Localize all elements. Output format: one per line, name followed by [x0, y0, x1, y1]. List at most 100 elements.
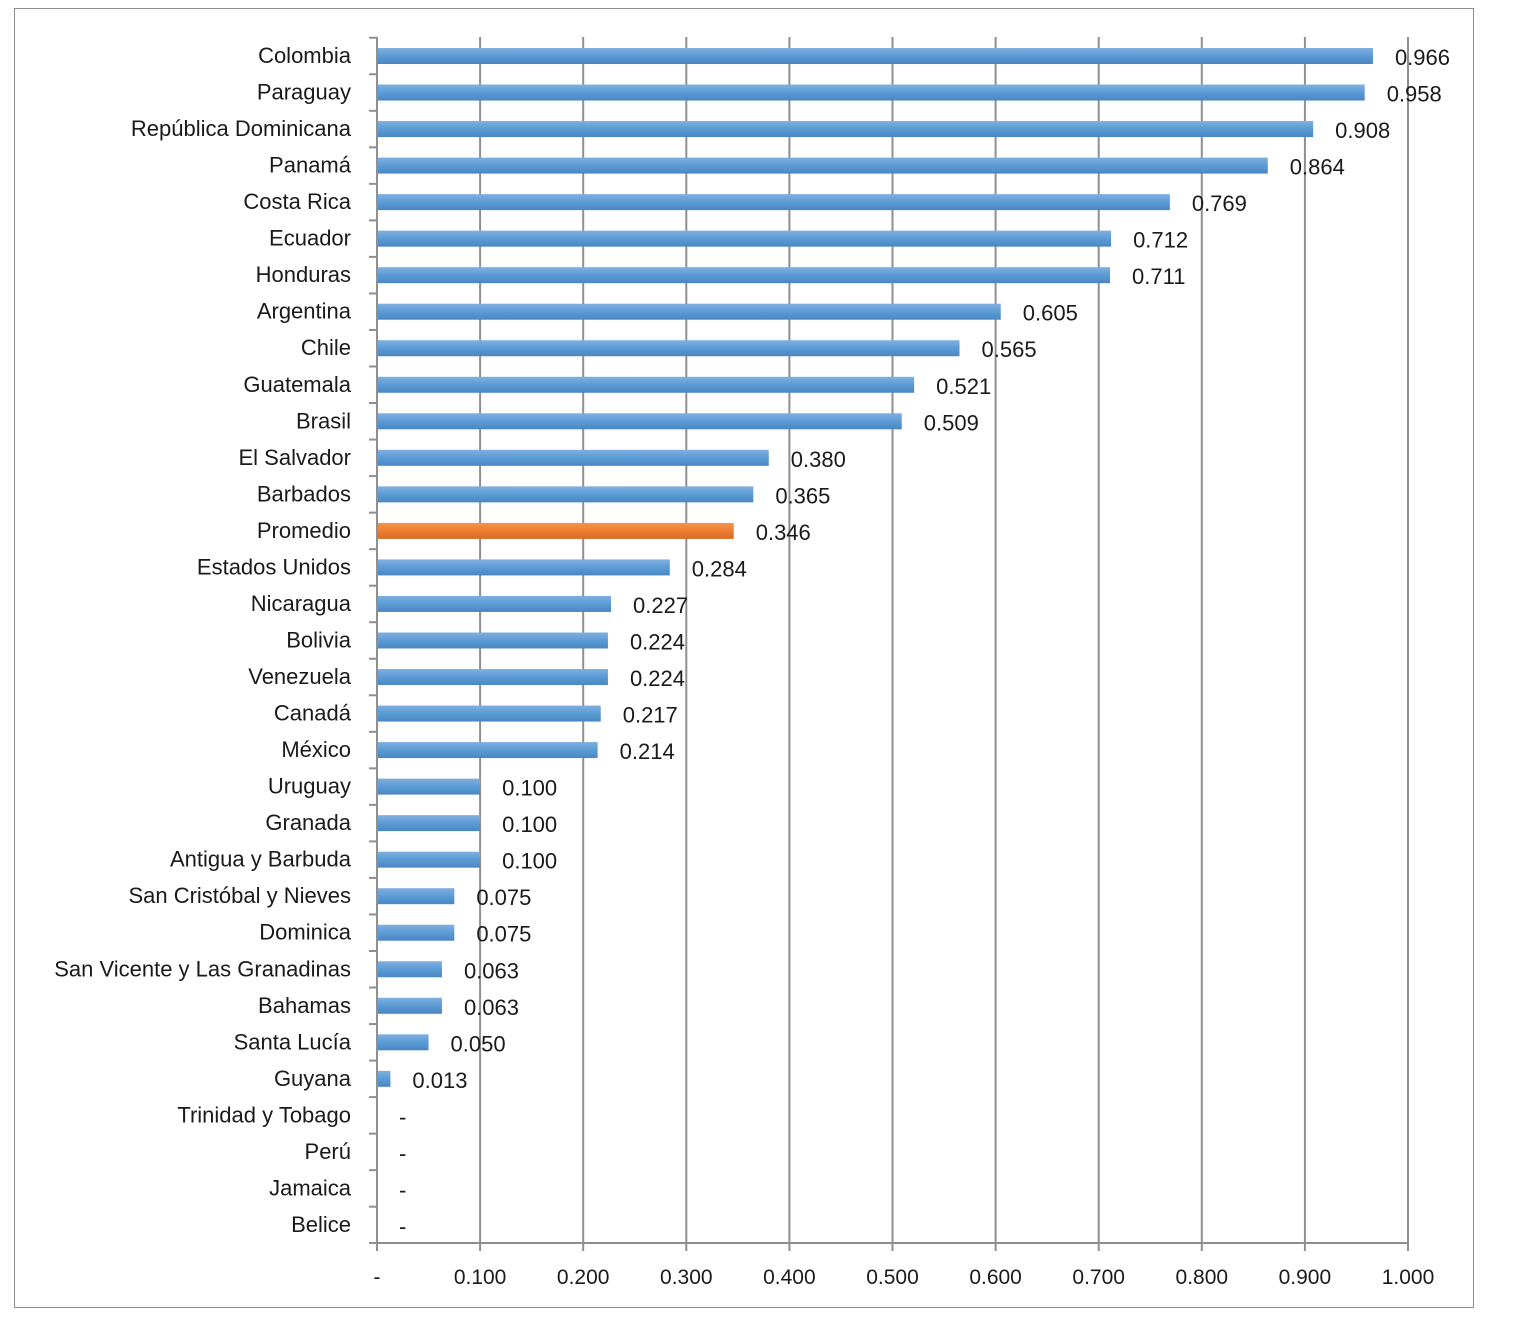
category-label: Colombia	[258, 43, 352, 68]
data-label: -	[399, 1214, 406, 1239]
data-label: 0.864	[1290, 155, 1345, 180]
data-label: 0.958	[1387, 82, 1442, 107]
category-label: Guatemala	[243, 372, 351, 397]
bar	[377, 340, 960, 357]
bar	[377, 267, 1111, 284]
labels: - 0.100 0.200 0.300 0.400 0.500 0.600 0.700 0.80…	[54, 43, 1450, 1289]
category-label: Santa Lucía	[234, 1029, 352, 1054]
category-label: Bolivia	[286, 627, 352, 652]
data-label: 0.769	[1192, 191, 1247, 216]
bars	[377, 48, 1373, 1087]
x-tick-label: 1.000	[1382, 1266, 1435, 1289]
category-label: El Salvador	[238, 445, 351, 470]
category-label: Paraguay	[257, 80, 351, 105]
bar	[377, 851, 481, 868]
category-label: México	[281, 737, 351, 762]
category-label: Estados Unidos	[197, 554, 351, 579]
category-label: Chile	[301, 335, 351, 360]
bar	[377, 413, 902, 430]
data-label: 0.224	[630, 666, 685, 691]
x-tick-label: 0.300	[660, 1266, 713, 1289]
grid-lines	[479, 37, 1409, 1243]
data-label: 0.521	[936, 374, 991, 399]
data-label: 0.075	[476, 922, 531, 947]
category-label: Guyana	[274, 1066, 352, 1091]
bar	[377, 815, 481, 832]
data-label: -	[399, 1141, 406, 1166]
category-label: Honduras	[256, 262, 351, 287]
data-label: 0.346	[756, 520, 811, 545]
bar	[377, 669, 608, 686]
data-label: 0.712	[1133, 228, 1188, 253]
x-tick-label: 0.900	[1279, 1266, 1332, 1289]
axes	[369, 36, 1409, 1251]
category-label: Venezuela	[248, 664, 352, 689]
bar	[377, 997, 442, 1014]
category-label: Dominica	[259, 920, 351, 945]
category-label: San Vicente y Las Granadinas	[54, 956, 351, 981]
data-label: 0.050	[451, 1031, 506, 1056]
bar-average	[377, 522, 734, 539]
category-label: Uruguay	[268, 774, 351, 799]
data-label: -	[399, 1104, 406, 1129]
bar	[377, 924, 455, 941]
category-label: Perú	[305, 1139, 351, 1164]
bar	[377, 1034, 429, 1051]
category-label: Barbados	[257, 481, 351, 506]
category-label: San Cristóbal y Nieves	[128, 883, 351, 908]
data-label: 0.063	[464, 958, 519, 983]
bar	[377, 595, 612, 612]
x-tick-label: 0.100	[454, 1266, 507, 1289]
bar	[377, 1070, 391, 1087]
category-label: Costa Rica	[243, 189, 351, 214]
bar	[377, 705, 601, 722]
bar	[377, 486, 754, 503]
data-label: 0.214	[620, 739, 675, 764]
category-label: Trinidad y Tobago	[177, 1102, 351, 1127]
bar	[377, 84, 1365, 101]
data-label: 0.509	[924, 410, 979, 435]
data-label: -	[399, 1177, 406, 1202]
category-label: Canadá	[274, 701, 352, 726]
bar	[377, 559, 670, 576]
bar	[377, 778, 481, 795]
x-tick-label: -	[374, 1266, 381, 1289]
category-label: Promedio	[257, 518, 351, 543]
bar	[377, 121, 1314, 138]
category-label: República Dominicana	[131, 116, 352, 141]
bar	[377, 303, 1001, 320]
bar	[377, 449, 769, 466]
x-tick-label: 0.200	[557, 1266, 610, 1289]
bar	[377, 376, 915, 393]
chart-frame: - 0.100 0.200 0.300 0.400 0.500 0.600 0.700 0.80…	[14, 8, 1474, 1308]
x-tick-label: 0.800	[1176, 1266, 1229, 1289]
category-label: Granada	[265, 810, 351, 835]
data-label: 0.227	[633, 593, 688, 618]
x-tick-label: 0.500	[866, 1266, 919, 1289]
data-label: 0.100	[502, 812, 557, 837]
data-label: 0.063	[464, 995, 519, 1020]
category-label: Bahamas	[258, 993, 351, 1018]
category-label: Ecuador	[269, 226, 351, 251]
x-tick-label: 0.700	[1072, 1266, 1125, 1289]
data-label: 0.966	[1395, 45, 1450, 70]
bar-chart: - 0.100 0.200 0.300 0.400 0.500 0.600 0.700 0.80…	[54, 36, 1450, 1289]
category-label: Brasil	[296, 408, 351, 433]
bar	[377, 230, 1112, 247]
data-label: 0.013	[412, 1068, 467, 1093]
bar	[377, 742, 598, 759]
category-label: Nicaragua	[251, 591, 352, 616]
x-tick-label: 0.400	[763, 1266, 816, 1289]
category-label: Belice	[291, 1212, 351, 1237]
bar	[377, 632, 608, 649]
data-label: 0.224	[630, 629, 685, 654]
bar	[377, 961, 442, 978]
data-label: 0.711	[1132, 264, 1185, 289]
category-label: Jamaica	[269, 1175, 352, 1200]
data-label: 0.100	[502, 776, 557, 801]
bar	[377, 888, 455, 905]
bar	[377, 157, 1268, 174]
bar	[377, 194, 1170, 211]
data-label: 0.217	[623, 703, 678, 728]
data-label: 0.565	[982, 337, 1037, 362]
